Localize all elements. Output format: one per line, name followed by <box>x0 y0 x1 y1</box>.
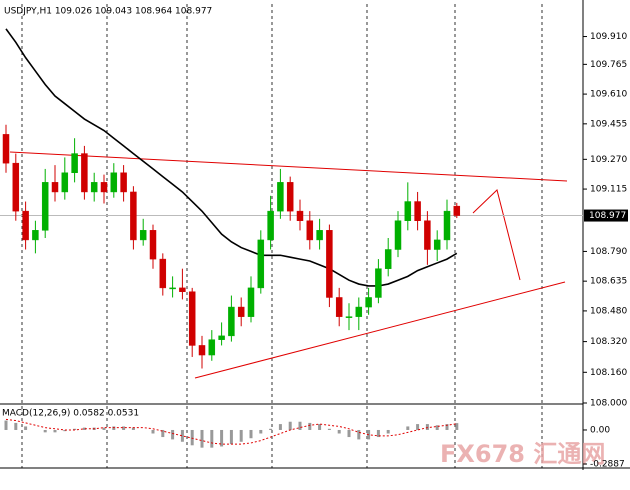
candle-body <box>375 268 382 298</box>
candle-body <box>90 182 98 193</box>
candle-body <box>296 210 304 221</box>
candle-body <box>394 220 402 250</box>
macd-title: MACD(12,26,9) 0.0582 0.0531 <box>2 409 139 419</box>
candle-body <box>2 134 10 164</box>
candle-body <box>414 201 421 221</box>
y-tick-label: 109.455 <box>590 119 627 129</box>
y-tick-label: 108.320 <box>590 337 627 347</box>
candle-body <box>22 210 29 241</box>
y-tick-label: 108.000 <box>590 399 627 409</box>
candle-body <box>365 297 372 308</box>
candle-body <box>277 182 284 212</box>
candle-body <box>286 182 294 212</box>
candle-body <box>355 306 363 317</box>
candle-body <box>169 287 176 290</box>
candle-body <box>32 230 39 241</box>
current-price-label: 108.977 <box>589 211 626 221</box>
y-tick-label: 108.635 <box>590 277 627 287</box>
candle-body <box>316 230 323 241</box>
macd-tick-label: 0.00 <box>590 425 610 435</box>
vertical-separators <box>21 4 543 468</box>
candle-body <box>443 210 451 241</box>
candle-body <box>51 182 59 193</box>
candle-body <box>139 230 147 241</box>
candle-body <box>424 220 431 250</box>
y-tick-label: 108.790 <box>590 247 627 257</box>
y-tick-label: 109.115 <box>590 185 627 195</box>
candle-body <box>326 230 333 298</box>
macd-signal <box>5 418 457 445</box>
candle-body <box>257 239 265 289</box>
candle-body <box>71 153 78 174</box>
y-tick-label: 109.910 <box>590 32 627 42</box>
candle-body <box>120 172 127 193</box>
trend-lines <box>9 151 568 379</box>
candle-body <box>237 306 245 317</box>
candle-body <box>247 287 255 317</box>
candle-body <box>208 339 216 356</box>
candle-body <box>267 210 274 241</box>
candle-body <box>335 297 343 317</box>
candle-body <box>12 162 20 212</box>
y-tick-label: 109.270 <box>590 155 627 165</box>
candle-body <box>81 153 88 193</box>
candle-body <box>228 306 235 337</box>
candle-body <box>149 230 157 260</box>
candle-body <box>179 287 186 292</box>
candle-body <box>159 258 167 289</box>
y-tick-label: 109.610 <box>590 90 627 100</box>
macd-tick-label: -0.2887 <box>590 460 625 470</box>
chart-title: USDJPY,H1 109.026 109.043 108.964 108.97… <box>4 7 212 17</box>
candle-body <box>100 182 108 193</box>
candle-body <box>404 201 412 221</box>
candle-body <box>130 191 137 241</box>
moving-average <box>5 28 458 287</box>
candle-body <box>384 249 392 269</box>
watermark: FX678 汇通网 <box>440 440 605 468</box>
candle-body <box>306 220 314 241</box>
y-tick-label: 108.480 <box>590 306 627 316</box>
candle-body <box>218 335 225 340</box>
candle-body <box>188 291 196 346</box>
candle-body <box>41 182 49 231</box>
candle-body <box>345 316 353 318</box>
candle-body <box>110 172 118 193</box>
candle-body <box>433 239 441 250</box>
candle-body <box>198 345 206 356</box>
y-tick-label: 108.160 <box>590 368 627 378</box>
y-tick-label: 109.765 <box>590 60 627 70</box>
candle-body <box>453 205 461 216</box>
candle-body <box>61 172 69 193</box>
current-price-box <box>584 209 628 222</box>
